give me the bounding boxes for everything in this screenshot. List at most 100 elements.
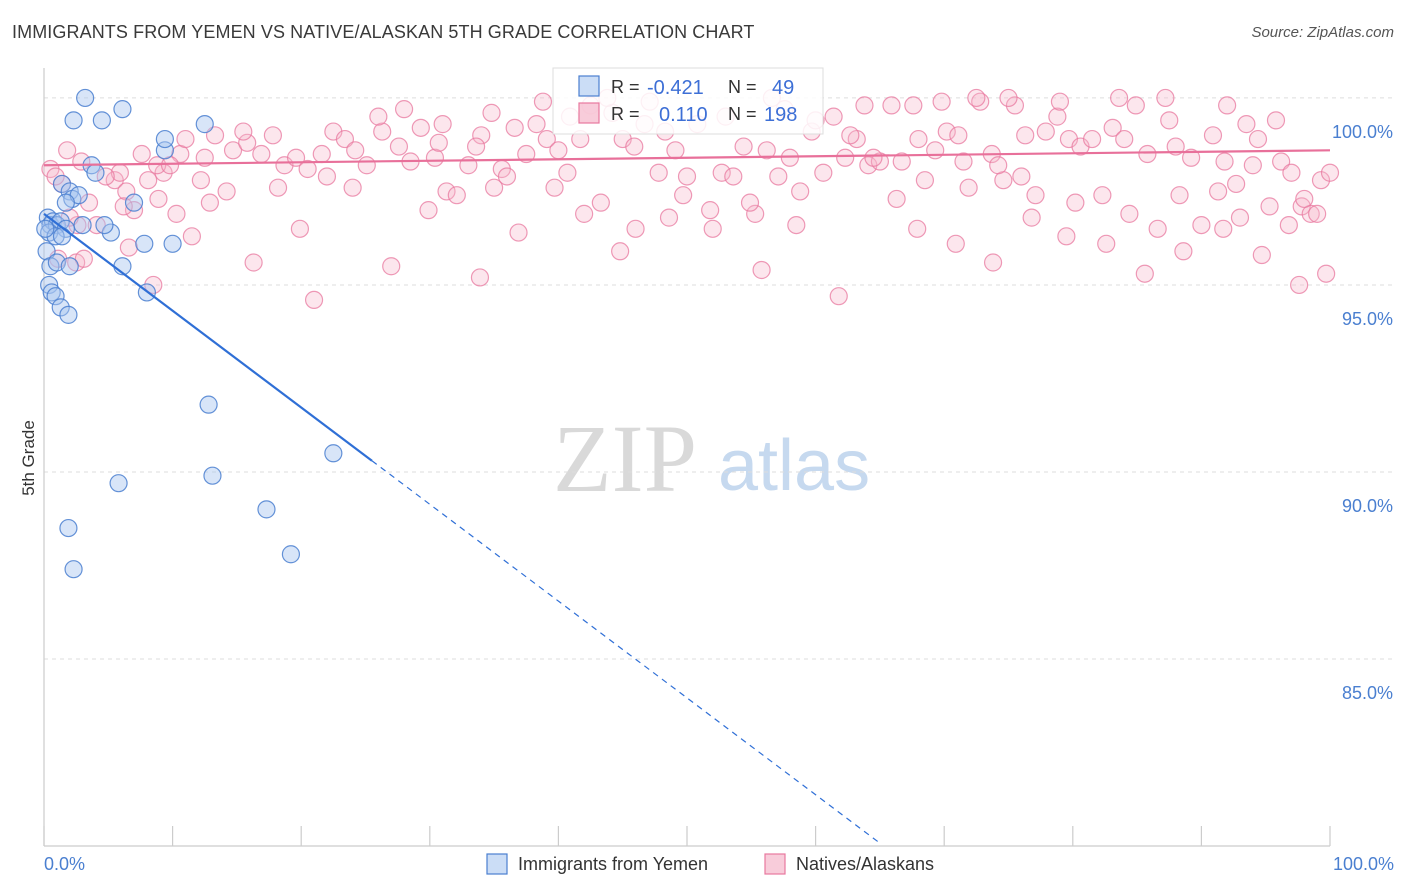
source-note: Source: ZipAtlas.com bbox=[1251, 24, 1394, 41]
y-tick-label-2: 95.0% bbox=[1342, 309, 1393, 329]
point-natives-alaskans-74 bbox=[915, 171, 935, 190]
point-natives-alaskans-166 bbox=[1109, 88, 1129, 108]
point-natives-alaskans-123 bbox=[558, 163, 577, 182]
point-immigrants-yemen-47 bbox=[64, 560, 83, 579]
point-natives-alaskans-187 bbox=[58, 141, 77, 160]
point-natives-alaskans-34 bbox=[472, 126, 491, 145]
point-natives-alaskans-107 bbox=[1282, 163, 1301, 182]
point-natives-alaskans-59 bbox=[746, 204, 765, 223]
point-natives-alaskans-169 bbox=[1266, 111, 1286, 130]
point-natives-alaskans-122 bbox=[509, 223, 528, 242]
point-natives-alaskans-17 bbox=[263, 126, 283, 145]
y-axis-label: 5th Grade bbox=[19, 420, 38, 496]
point-natives-alaskans-86 bbox=[1048, 107, 1067, 126]
point-natives-alaskans-117 bbox=[290, 219, 310, 238]
point-immigrants-yemen-32 bbox=[60, 257, 79, 276]
point-natives-alaskans-97 bbox=[1170, 186, 1189, 205]
point-immigrants-yemen-42 bbox=[109, 474, 128, 493]
point-natives-alaskans-84 bbox=[1026, 186, 1045, 205]
point-immigrants-yemen-45 bbox=[59, 518, 78, 538]
point-natives-alaskans-4 bbox=[124, 201, 144, 220]
point-natives-alaskans-135 bbox=[1057, 227, 1076, 246]
point-natives-alaskans-133 bbox=[983, 253, 1003, 272]
point-natives-alaskans-37 bbox=[505, 118, 524, 137]
watermark-atlas: atlas bbox=[718, 426, 870, 506]
point-natives-alaskans-153 bbox=[433, 115, 452, 134]
trend-line-immigrants-yemen bbox=[43, 212, 373, 462]
point-natives-alaskans-127 bbox=[752, 260, 771, 280]
trend-line-natives-alaskans bbox=[43, 149, 1331, 167]
point-natives-alaskans-196 bbox=[841, 126, 860, 145]
point-natives-alaskans-147 bbox=[144, 275, 163, 295]
point-natives-alaskans-180 bbox=[167, 204, 186, 223]
point-natives-alaskans-92 bbox=[1115, 129, 1134, 149]
point-natives-alaskans-162 bbox=[932, 92, 951, 111]
point-natives-alaskans-99 bbox=[1192, 215, 1211, 235]
legend-label-immigrants-yemen: Immigrants from Yemen bbox=[518, 854, 708, 874]
point-natives-alaskans-181 bbox=[149, 189, 168, 209]
point-natives-alaskans-198 bbox=[954, 152, 973, 171]
point-natives-alaskans-78 bbox=[959, 178, 978, 197]
point-natives-alaskans-106 bbox=[1272, 152, 1291, 171]
point-natives-alaskans-50 bbox=[649, 163, 668, 182]
point-natives-alaskans-170 bbox=[1230, 208, 1250, 227]
point-immigrants-yemen-22 bbox=[46, 227, 65, 246]
point-natives-alaskans-103 bbox=[1237, 115, 1256, 134]
point-natives-alaskans-83 bbox=[1016, 126, 1035, 145]
point-natives-alaskans-124 bbox=[611, 242, 630, 261]
point-natives-alaskans-56 bbox=[712, 163, 731, 182]
point-natives-alaskans-21 bbox=[312, 144, 331, 164]
point-natives-alaskans-66 bbox=[824, 107, 843, 126]
point-immigrants-yemen-14 bbox=[124, 193, 144, 212]
point-natives-alaskans-142 bbox=[1317, 264, 1336, 283]
point-natives-alaskans-53 bbox=[677, 167, 697, 186]
point-natives-alaskans-184 bbox=[96, 167, 115, 186]
point-natives-alaskans-155 bbox=[533, 92, 553, 111]
point-natives-alaskans-182 bbox=[132, 144, 151, 164]
point-immigrants-yemen-37 bbox=[51, 298, 70, 317]
point-natives-alaskans-32 bbox=[447, 186, 466, 205]
point-natives-alaskans-118 bbox=[343, 178, 362, 197]
point-natives-alaskans-73 bbox=[904, 96, 923, 115]
point-natives-alaskans-140 bbox=[1252, 245, 1271, 265]
point-immigrants-yemen-29 bbox=[37, 242, 56, 261]
point-natives-alaskans-136 bbox=[1097, 234, 1116, 253]
point-natives-alaskans-201 bbox=[1120, 204, 1139, 223]
point-natives-alaskans-10 bbox=[176, 129, 195, 149]
point-immigrants-yemen-34 bbox=[40, 275, 59, 295]
point-natives-alaskans-12 bbox=[191, 171, 210, 190]
point-natives-alaskans-39 bbox=[527, 115, 546, 134]
point-natives-alaskans-203 bbox=[1209, 182, 1228, 201]
point-immigrants-yemen-8 bbox=[86, 163, 105, 182]
point-natives-alaskans-11 bbox=[195, 148, 214, 167]
point-natives-alaskans-186 bbox=[46, 167, 65, 186]
point-natives-alaskans-101 bbox=[1215, 152, 1234, 171]
point-natives-alaskans-85 bbox=[1036, 122, 1055, 141]
point-natives-alaskans-194 bbox=[740, 193, 760, 212]
point-immigrants-yemen-36 bbox=[46, 287, 65, 306]
point-natives-alaskans-129 bbox=[829, 287, 848, 306]
point-natives-alaskans-206 bbox=[1308, 204, 1327, 223]
point-immigrants-yemen-25 bbox=[101, 223, 120, 242]
point-natives-alaskans-138 bbox=[1174, 242, 1193, 261]
point-natives-alaskans-96 bbox=[1160, 111, 1179, 130]
point-natives-alaskans-60 bbox=[757, 141, 776, 160]
y-axis-tick-labels: 85.0% 90.0% 95.0% 100.0% bbox=[1332, 122, 1393, 703]
point-natives-alaskans-171 bbox=[1279, 215, 1298, 235]
point-natives-alaskans-76 bbox=[937, 122, 956, 141]
point-immigrants-yemen-0 bbox=[76, 88, 95, 108]
point-natives-alaskans-199 bbox=[1012, 167, 1031, 186]
series-legend: Immigrants from Yemen Natives/Alaskans bbox=[486, 853, 934, 875]
point-natives-alaskans-120 bbox=[419, 201, 438, 220]
point-natives-alaskans-41 bbox=[549, 141, 568, 160]
point-natives-alaskans-105 bbox=[1260, 197, 1279, 216]
point-natives-alaskans-111 bbox=[1320, 163, 1340, 182]
point-natives-alaskans-8 bbox=[148, 156, 167, 175]
point-natives-alaskans-24 bbox=[346, 141, 365, 160]
point-natives-alaskans-116 bbox=[217, 182, 236, 201]
point-natives-alaskans-90 bbox=[1093, 186, 1112, 205]
point-natives-alaskans-35 bbox=[485, 178, 504, 197]
point-natives-alaskans-125 bbox=[659, 208, 679, 227]
point-natives-alaskans-165 bbox=[1050, 92, 1070, 111]
